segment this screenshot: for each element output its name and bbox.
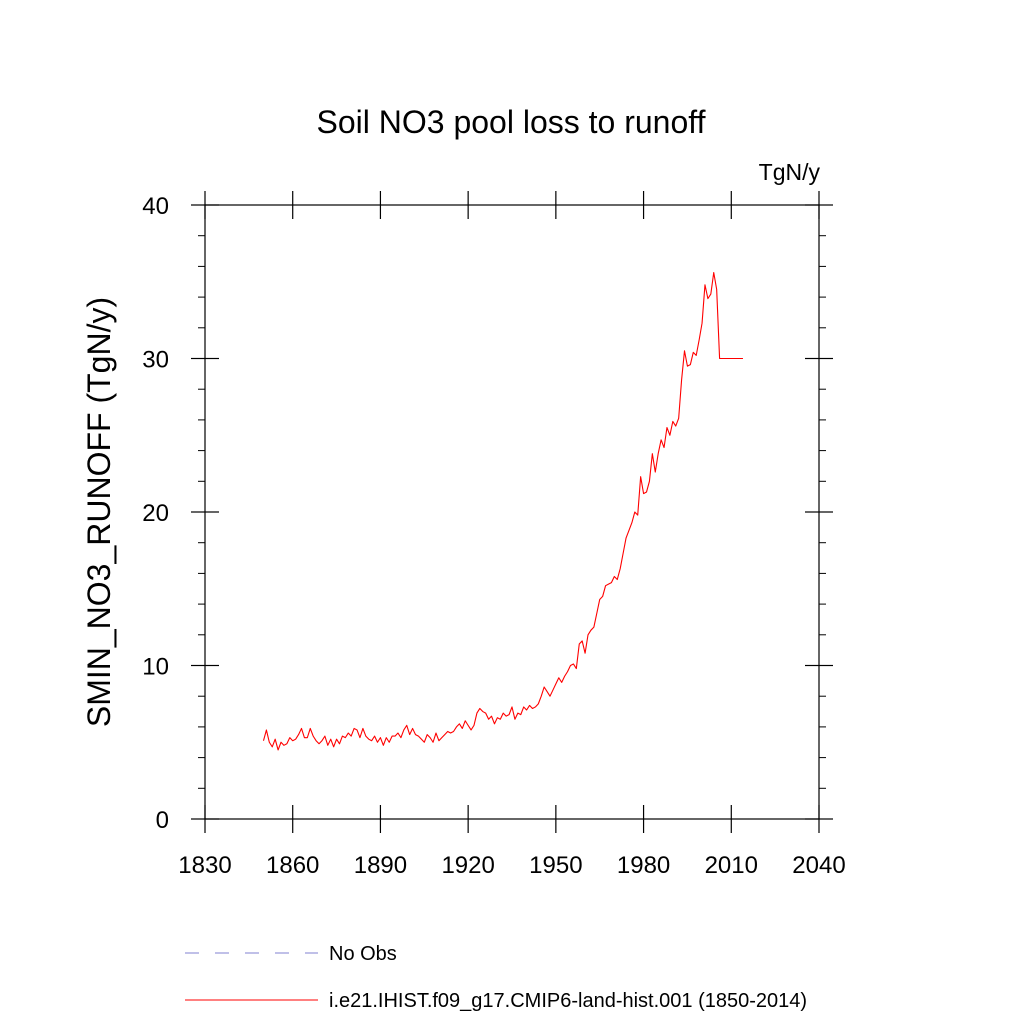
plot-frame <box>204 204 820 820</box>
x-tick-label: 1950 <box>529 852 582 879</box>
x-tick-label: 1830 <box>178 852 231 879</box>
y-tick-label: 10 <box>142 654 169 681</box>
series-group <box>262 271 743 751</box>
x-tick-label: 2040 <box>792 852 845 879</box>
legend: No Obs i.e21.IHIST.f09_g17.CMIP6-land-hi… <box>185 943 807 1012</box>
x-tick-label: 1980 <box>617 852 670 879</box>
legend-label-no-obs: No Obs <box>329 943 397 965</box>
x-tick-label: 1860 <box>266 852 319 879</box>
x-tick-label: 1920 <box>441 852 494 879</box>
axis-ticks <box>191 191 833 833</box>
y-tick-label: 0 <box>156 807 169 834</box>
y-tick-label: 40 <box>142 193 169 220</box>
axis-tick-labels: 1830 1860 1890 1920 1950 1980 2010 2040 0 10 20 30 4… <box>142 193 845 879</box>
x-tick-label: 2010 <box>705 852 758 879</box>
chart-title: Soil NO3 pool loss to runoff <box>317 104 706 140</box>
x-tick-label: 1890 <box>354 852 407 879</box>
y-tick-label: 30 <box>142 347 169 374</box>
legend-label-model: i.e21.IHIST.f09_g17.CMIP6-land-hist.001 … <box>329 990 807 1012</box>
y-axis-label: SMIN_NO3_RUNOFF (TgN/y) <box>81 297 117 727</box>
units-label: TgN/y <box>759 159 821 185</box>
y-tick-label: 20 <box>142 500 169 527</box>
series-line <box>262 271 743 751</box>
